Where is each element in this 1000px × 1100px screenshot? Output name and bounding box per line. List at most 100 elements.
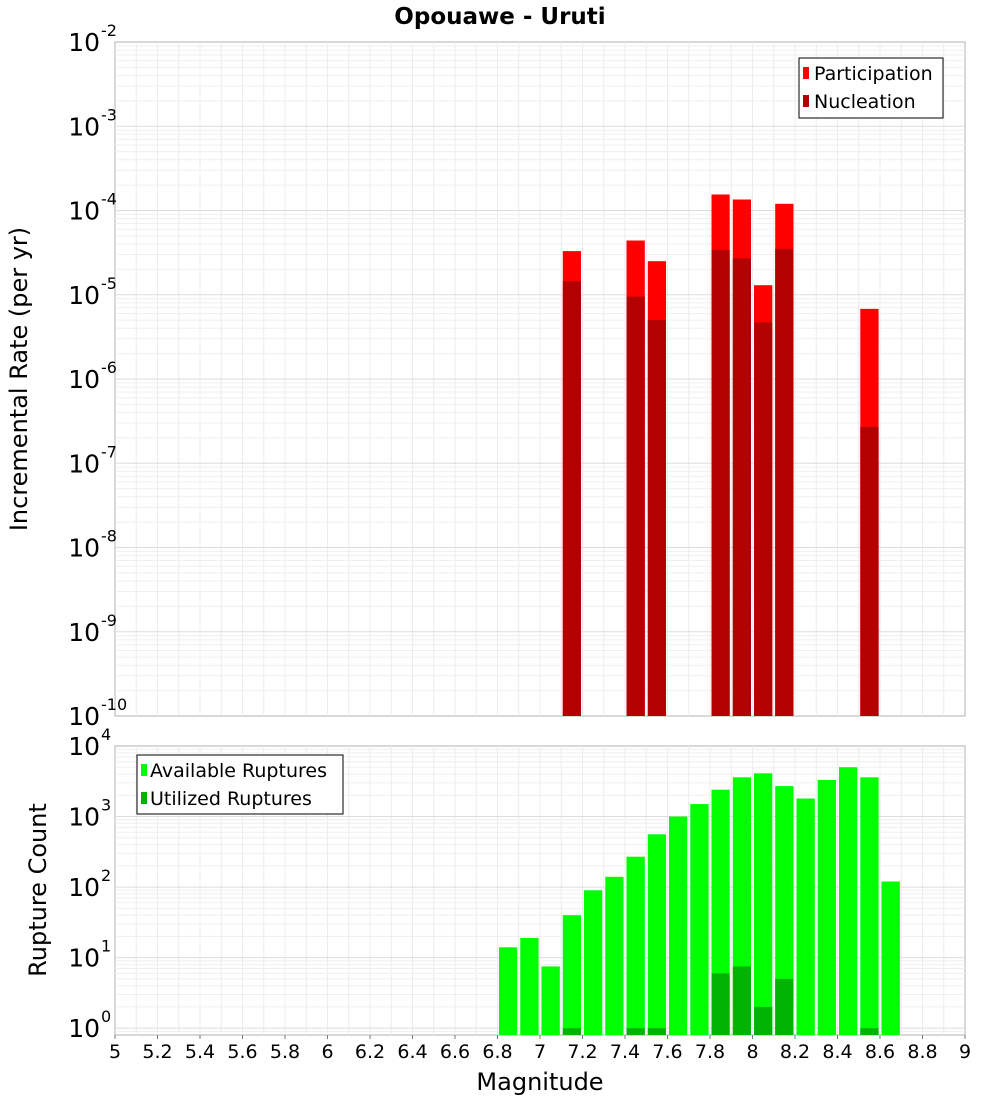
x-tick-label: 8	[746, 1041, 758, 1063]
x-tick-label: 5	[109, 1041, 121, 1063]
rate-y-tick-exponent: -5	[101, 274, 117, 293]
legend-label-utilized: Utilized Ruptures	[150, 788, 312, 810]
count-y-tick-exponent: 3	[101, 796, 111, 815]
rate-y-tick-exponent: -6	[101, 358, 117, 377]
count-legend: Available Ruptures Utilized Ruptures	[136, 754, 344, 815]
count-bar-available-ruptures	[775, 786, 794, 1035]
count-y-tick-exponent: 1	[101, 937, 111, 956]
x-tick-label: 5.8	[270, 1041, 300, 1063]
count-bar-utilized-ruptures	[626, 1028, 645, 1035]
rate-y-tick-exponent: -2	[101, 21, 117, 40]
count-y-tick-exponent: 0	[101, 1007, 111, 1026]
count-bar-utilized-ruptures	[754, 1006, 773, 1035]
rate-y-tick-base: 10	[68, 365, 100, 394]
x-tick-label: 9	[959, 1041, 971, 1063]
x-axis-label: Magnitude	[476, 1068, 603, 1096]
count-legend-box	[136, 754, 344, 815]
rate-legend: Participation Nucleation	[798, 57, 944, 119]
rate-y-tick-exponent: -10	[101, 695, 127, 714]
legend-label-nucleation: Nucleation	[814, 91, 916, 113]
count-bar-utilized-ruptures	[860, 1028, 879, 1035]
count-bar-available-ruptures	[860, 777, 879, 1035]
x-tick-label: 8.6	[865, 1041, 895, 1063]
x-tick-label: 6.4	[397, 1041, 427, 1063]
rate-y-tick-base: 10	[68, 197, 100, 226]
count-bar-utilized-ruptures	[775, 978, 794, 1035]
rate-bar-nucleation	[647, 320, 666, 716]
count-y-axis-label: Rupture Count	[24, 803, 52, 977]
rate-y-tick-base: 10	[68, 449, 100, 478]
count-bar-available-ruptures	[754, 773, 773, 1035]
rate-bar-nucleation	[860, 426, 879, 716]
rate-y-tick-base: 10	[68, 534, 100, 563]
rate-y-tick-exponent: -8	[101, 527, 117, 546]
count-y-tick-exponent: 2	[101, 866, 111, 885]
legend-swatch-available	[141, 764, 147, 776]
count-y-tick-base: 10	[68, 803, 100, 832]
x-tick-label: 6.6	[440, 1041, 470, 1063]
rate-y-tick-exponent: -3	[101, 105, 117, 124]
x-tick-label: 8.8	[907, 1041, 937, 1063]
count-y-tick-base: 10	[68, 873, 100, 902]
count-bar-available-ruptures	[796, 798, 815, 1035]
rate-bar-nucleation	[562, 281, 581, 716]
count-bar-available-ruptures	[881, 881, 900, 1035]
rate-y-tick-base: 10	[68, 702, 100, 731]
count-bar-available-ruptures	[647, 834, 666, 1035]
rate-bar-nucleation	[775, 248, 794, 716]
count-bar-utilized-ruptures	[732, 966, 751, 1035]
count-y-tick-base: 10	[68, 944, 100, 973]
count-bars	[499, 767, 900, 1035]
rate-gridlines	[115, 42, 965, 716]
count-bar-available-ruptures	[541, 966, 560, 1035]
count-bar-available-ruptures	[626, 856, 645, 1035]
legend-swatch-utilized	[141, 792, 147, 804]
count-y-tick-base: 10	[68, 1014, 100, 1043]
count-bar-available-ruptures	[584, 890, 603, 1035]
count-bar-available-ruptures	[669, 816, 688, 1035]
rate-bar-nucleation	[711, 250, 730, 716]
count-bar-available-ruptures	[499, 947, 518, 1035]
count-bar-available-ruptures	[562, 915, 581, 1035]
x-tick-label: 6.2	[355, 1041, 385, 1063]
rate-y-tick-exponent: -4	[101, 190, 117, 209]
count-bar-available-ruptures	[605, 876, 624, 1035]
count-gridlines	[115, 746, 965, 1035]
chart-title: Opouawe - Uruti	[394, 4, 605, 30]
rate-bar-nucleation	[732, 258, 751, 716]
legend-swatch-nucleation	[803, 95, 809, 107]
count-bar-available-ruptures	[839, 767, 858, 1035]
rate-y-tick-base: 10	[68, 112, 100, 141]
x-ticks: 5 5.2 5.4 5.6 5.8 6 6.2 6.4 6.6 6.8 7 7.2 7.4 7.6 7.8 8…	[109, 1035, 971, 1063]
rate-y-tick-exponent: -7	[101, 442, 117, 461]
rate-y-tick-exponent: -9	[101, 611, 117, 630]
rate-y-tick-base: 10	[68, 618, 100, 647]
legend-label-participation: Participation	[814, 63, 933, 85]
x-tick-label: 7	[534, 1041, 546, 1063]
x-tick-label: 7.6	[652, 1041, 682, 1063]
count-bar-available-ruptures	[817, 780, 836, 1035]
x-tick-label: 5.6	[227, 1041, 257, 1063]
count-bar-utilized-ruptures	[711, 973, 730, 1035]
x-tick-label: 8.4	[822, 1041, 852, 1063]
count-bar-available-ruptures	[690, 804, 709, 1035]
x-tick-label: 6	[321, 1041, 333, 1063]
count-y-tick-base: 10	[68, 732, 100, 761]
legend-label-available: Available Ruptures	[150, 760, 327, 782]
x-tick-label: 7.8	[695, 1041, 725, 1063]
x-tick-label: 8.2	[780, 1041, 810, 1063]
rate-bar-nucleation	[754, 322, 773, 716]
count-bar-utilized-ruptures	[562, 1028, 581, 1035]
count-bar-utilized-ruptures	[647, 1028, 666, 1035]
rate-bars	[562, 194, 879, 717]
rate-y-axis-label: Incremental Rate (per yr)	[5, 227, 33, 531]
x-tick-label: 7.2	[567, 1041, 597, 1063]
rate-bar-nucleation	[626, 296, 645, 716]
x-tick-label: 6.8	[482, 1041, 512, 1063]
legend-swatch-participation	[803, 67, 809, 79]
x-tick-label: 5.4	[185, 1041, 215, 1063]
